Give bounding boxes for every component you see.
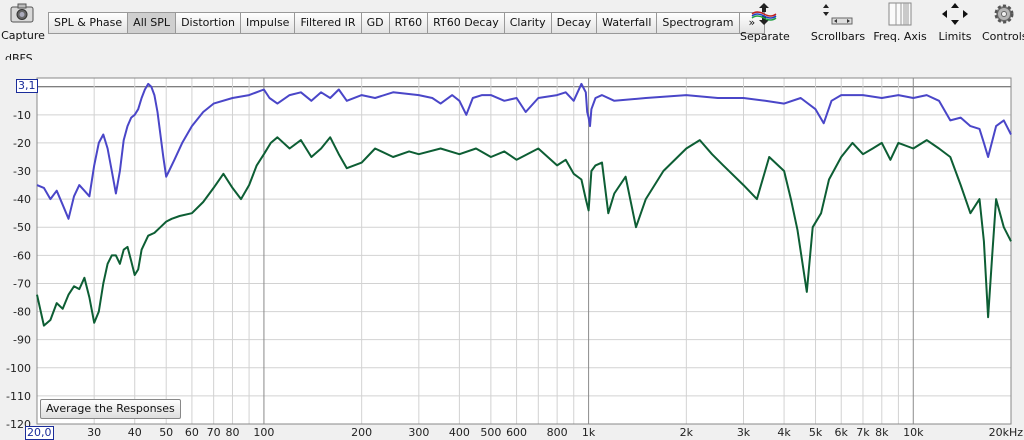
x-tick-label: 1k xyxy=(582,426,596,439)
camera-icon xyxy=(10,3,34,23)
separate-button[interactable]: Separate xyxy=(740,0,790,46)
y-tick-label: -100 xyxy=(6,362,31,375)
tab-decay[interactable]: Decay xyxy=(550,12,598,34)
average-responses-button[interactable]: Average the Responses xyxy=(40,399,181,419)
x-tick-label: 50 xyxy=(159,426,173,439)
x-tick-label: 100 xyxy=(253,426,274,439)
capture-label: Capture xyxy=(1,29,45,42)
x-tick-label: 2k xyxy=(680,426,694,439)
x-tick-label: 7k xyxy=(856,426,870,439)
x-tick-label: 400 xyxy=(449,426,470,439)
x-tick-label: 300 xyxy=(408,426,429,439)
series-line-1 xyxy=(36,82,1012,220)
tab-rt60[interactable]: RT60 xyxy=(388,12,429,34)
gear-icon xyxy=(994,4,1014,24)
scrollbars-icon xyxy=(823,4,853,25)
y-tick-label: -20 xyxy=(13,137,31,150)
y-tick-label: -120 xyxy=(6,418,31,431)
y-tick-label: -50 xyxy=(13,221,31,234)
tab-impulse[interactable]: Impulse xyxy=(239,12,296,34)
tab-bar: SPL & Phase All SPL Distortion Impulse Filte… xyxy=(48,12,766,34)
scrollbars-button[interactable]: Scrollbars xyxy=(810,0,866,46)
freq-axis-label: Freq. Axis xyxy=(873,30,927,43)
x-tick-label: 3k xyxy=(737,426,751,439)
x-tick-label: 70 xyxy=(207,426,221,439)
x-tick-label: 80 xyxy=(225,426,239,439)
x-tick-label: 600 xyxy=(506,426,527,439)
separate-label: Separate xyxy=(740,30,790,43)
y-tick-label: -10 xyxy=(13,109,31,122)
x-tick-label: 200 xyxy=(351,426,372,439)
tab-gd[interactable]: GD xyxy=(360,12,390,34)
controls-button[interactable]: Controls xyxy=(982,0,1024,46)
x-tick-label: 5k xyxy=(809,426,823,439)
separate-icon xyxy=(751,3,777,25)
y-tick-label: -110 xyxy=(6,390,31,403)
x-tick-label: 10k xyxy=(903,426,924,439)
capture-button[interactable]: Capture xyxy=(0,0,46,44)
tab-filtered-ir[interactable]: Filtered IR xyxy=(294,12,362,34)
tab-spectrogram[interactable]: Spectrogram xyxy=(656,12,740,34)
limits-label: Limits xyxy=(938,30,972,43)
x-tick-label: 30 xyxy=(87,426,101,439)
y-tick-label: -40 xyxy=(13,193,31,206)
y-tick-label: -70 xyxy=(13,277,31,290)
freq-axis-button[interactable]: Freq. Axis xyxy=(872,0,928,46)
series-line-2 xyxy=(36,136,1012,327)
x-tick-label: 500 xyxy=(480,426,501,439)
limits-icon xyxy=(942,3,968,25)
x-tick-label: 800 xyxy=(547,426,568,439)
tab-waterfall[interactable]: Waterfall xyxy=(596,12,658,34)
controls-label: Controls xyxy=(982,30,1024,43)
tab-spl-phase[interactable]: SPL & Phase xyxy=(48,12,129,34)
tab-distortion[interactable]: Distortion xyxy=(175,12,241,34)
tab-more[interactable]: » xyxy=(738,12,766,34)
tab-clarity[interactable]: Clarity xyxy=(503,12,552,34)
x-tick-label: 4k xyxy=(777,426,791,439)
plot-frame xyxy=(36,77,1012,425)
tab-all-spl[interactable]: All SPL xyxy=(127,12,177,34)
y-tick-label: -30 xyxy=(13,165,31,178)
y-tick-label: -80 xyxy=(13,306,31,319)
x-tick-label: 60 xyxy=(185,426,199,439)
x-tick-label: 20kHz xyxy=(989,426,1024,439)
x-tick-label: 6k xyxy=(835,426,849,439)
x-tick-label: 40 xyxy=(128,426,142,439)
y-tick-label: -90 xyxy=(13,334,31,347)
y-top-value[interactable]: 3,1 xyxy=(16,79,38,93)
freq-axis-icon xyxy=(888,2,912,26)
scrollbars-label: Scrollbars xyxy=(810,30,866,43)
x-left-value[interactable]: 20,0 xyxy=(25,426,54,440)
plot-area[interactable] xyxy=(37,78,1011,424)
y-tick-label: -60 xyxy=(13,249,31,262)
limits-button[interactable]: Limits xyxy=(932,0,978,46)
spl-chart[interactable]: 0-10-20-30-40-50-60-70-80-90-100-110-120… xyxy=(0,60,1024,439)
tab-rt60-decay[interactable]: RT60 Decay xyxy=(427,12,505,34)
x-tick-label: 8k xyxy=(875,426,889,439)
